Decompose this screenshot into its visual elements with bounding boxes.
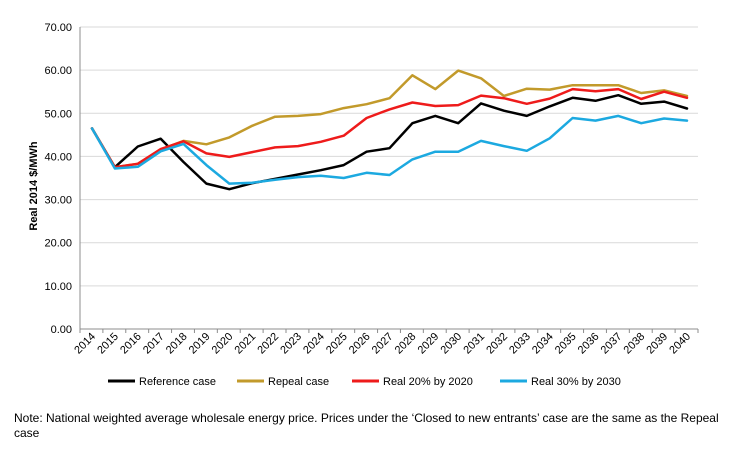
x-tick-label: 2020 — [210, 331, 236, 357]
x-tick-label: 2028 — [393, 331, 419, 357]
x-tick-label: 2035 — [553, 331, 579, 357]
x-tick-label: 2036 — [576, 331, 602, 357]
x-tick-label: 2038 — [622, 331, 648, 357]
legend-label-2: Repeal case — [268, 376, 329, 388]
y-tick-label: 70.00 — [44, 22, 72, 34]
x-tick-label: 2016 — [118, 331, 144, 357]
x-tick-label: 2039 — [644, 331, 670, 357]
x-tick-label: 2027 — [370, 331, 396, 357]
x-tick-label: 2040 — [667, 331, 693, 357]
x-tick-label: 2018 — [164, 331, 190, 357]
y-tick-label: 0.00 — [51, 324, 72, 336]
x-tick-label: 2014 — [72, 331, 98, 357]
x-tick-label: 2031 — [461, 331, 487, 357]
x-tick-label: 2037 — [599, 331, 625, 357]
x-tick-label: 2021 — [233, 331, 259, 357]
x-tick-label: 2030 — [438, 331, 464, 357]
x-tick-label: 2034 — [530, 331, 556, 357]
x-tick-label: 2025 — [324, 331, 350, 357]
series-line-4 — [90, 114, 689, 185]
x-tick-label: 2017 — [141, 331, 167, 357]
line-chart: 0.0010.0020.0030.0040.0050.0060.0070.00 … — [28, 22, 699, 388]
footnote: Note: National weighted average wholesal… — [14, 411, 719, 440]
x-tick-labels: 2014201520162017201820192020202120222023… — [72, 331, 693, 357]
series-line-2 — [90, 69, 689, 169]
x-tick-label: 2026 — [347, 331, 373, 357]
x-tick-label: 2032 — [484, 331, 510, 357]
x-tick-label: 2019 — [187, 331, 213, 357]
y-tick-label: 60.00 — [44, 65, 72, 77]
x-tick-label: 2015 — [95, 331, 121, 357]
legend-label-1: Reference case — [139, 376, 216, 388]
y-tick-label: 10.00 — [44, 281, 72, 293]
x-tick-label: 2029 — [416, 331, 442, 357]
x-tick-label: 2024 — [301, 331, 327, 357]
y-axis-title: Real 2014 $/MWh — [28, 141, 40, 231]
series-lines — [90, 69, 689, 191]
x-tick-label: 2022 — [255, 331, 281, 357]
y-tick-labels: 0.00 10.00 20.00 30.00 40.00 50.00 60.00 70.00 — [44, 22, 72, 336]
gridlines — [80, 26, 698, 287]
y-tick-label: 30.00 — [44, 195, 72, 207]
legend-label-4: Real 30% by 2030 — [531, 376, 621, 388]
y-tick-label: 20.00 — [44, 238, 72, 250]
y-tick-label: 40.00 — [44, 151, 72, 163]
axes — [79, 27, 699, 333]
x-tick-label: 2033 — [507, 331, 533, 357]
series-line-1 — [90, 93, 689, 191]
legend: Reference case Repeal case Real 20% by 202… — [108, 376, 621, 388]
x-tick-label: 2023 — [278, 331, 304, 357]
series-line-3 — [90, 87, 689, 169]
legend-label-3: Real 20% by 2020 — [383, 376, 473, 388]
y-tick-label: 50.00 — [44, 108, 72, 120]
